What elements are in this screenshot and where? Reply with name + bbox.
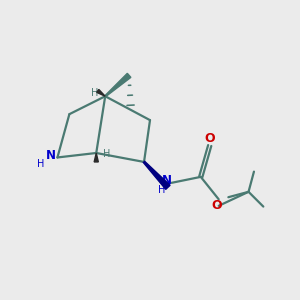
Text: O: O	[204, 133, 215, 146]
Polygon shape	[94, 153, 98, 162]
Text: H: H	[37, 159, 45, 169]
Polygon shape	[143, 161, 170, 189]
Text: O: O	[212, 199, 223, 212]
Text: N: N	[46, 149, 56, 163]
Text: H: H	[103, 149, 110, 160]
Polygon shape	[97, 89, 105, 96]
Text: H: H	[158, 185, 165, 195]
Polygon shape	[105, 73, 131, 97]
Text: H: H	[91, 88, 98, 98]
Text: N: N	[162, 174, 172, 187]
